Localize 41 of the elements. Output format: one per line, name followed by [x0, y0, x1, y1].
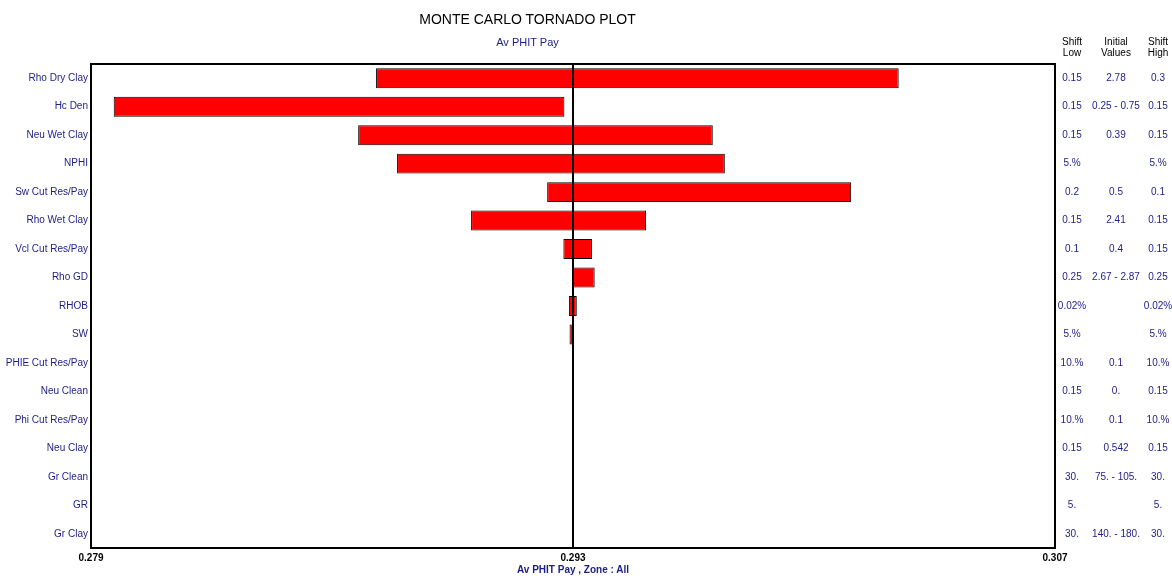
y-tick-label: Neu Clay	[46, 442, 88, 454]
text: 0.2 0.5 0.1	[1065, 185, 1165, 197]
chart-subtitle: Av PHIT Pay	[496, 36, 560, 49]
text: 5.% 5.%	[1063, 157, 1167, 169]
y-tick-label: Hc Den	[54, 100, 88, 112]
y-tick-label: Phi Cut Res/Pay	[14, 413, 88, 425]
text: 30. 140. - 180. 30.	[1065, 527, 1165, 539]
text: 10.% 0.1 10.%	[1060, 413, 1170, 425]
y-tick-label: Neu Clean	[40, 385, 88, 397]
x-tick-label: 0.293	[560, 551, 586, 563]
text: 0.25 2.67 - 2.87 0.25	[1062, 271, 1169, 283]
text: 0.15 0.39 0.15	[1062, 128, 1168, 140]
x-axis-title: Av PHIT Pay , Zone : All	[516, 563, 630, 575]
text: 0.15 0.542 0.15	[1062, 442, 1168, 454]
y-tick-label: Sw Cut Res/Pay	[15, 185, 88, 197]
text: 10.% 0.1 10.%	[1060, 356, 1170, 368]
x-tick-label: 0.307	[1042, 551, 1068, 563]
y-tick-label: RHOB	[59, 299, 89, 311]
text: 30. 75. - 105. 30.	[1065, 470, 1165, 482]
text: 0.15 0.25 - 0.75 0.15	[1062, 100, 1169, 112]
text: 0.15 2.41 0.15	[1062, 214, 1168, 226]
y-tick-label: Vcl Cut Res/Pay	[15, 242, 88, 254]
y-tick-label: Rho GD	[51, 271, 88, 283]
y-tick-label: GR	[73, 499, 88, 511]
y-tick-label: Gr Clean	[47, 470, 88, 482]
text: 0.15 0. 0.15	[1062, 385, 1168, 397]
text: 0.1 0.4 0.15	[1065, 242, 1168, 254]
text: 5. 5.	[1067, 499, 1163, 511]
y-tick-label: Gr Clay	[54, 527, 88, 539]
y-tick-label: Rho Dry Clay	[28, 71, 88, 83]
text: 5.% 5.%	[1063, 328, 1167, 340]
text: 0.15 2.78 0.3	[1062, 71, 1165, 83]
y-tick-label: NPHI	[64, 157, 88, 169]
x-tick-label: 0.279	[78, 551, 104, 563]
y-tick-label: SW	[71, 328, 89, 340]
text: Shift Low Initial Values Shift High	[1061, 35, 1169, 58]
y-tick-label: Rho Wet Clay	[26, 214, 88, 226]
text: 0.02% 0.02%	[1057, 299, 1172, 311]
chart-title: MONTE CARLO TORNADO PLOT	[419, 11, 637, 28]
y-tick-label: PHIE Cut Res/Pay	[5, 356, 88, 368]
y-tick-label: Neu Wet Clay	[26, 128, 88, 140]
